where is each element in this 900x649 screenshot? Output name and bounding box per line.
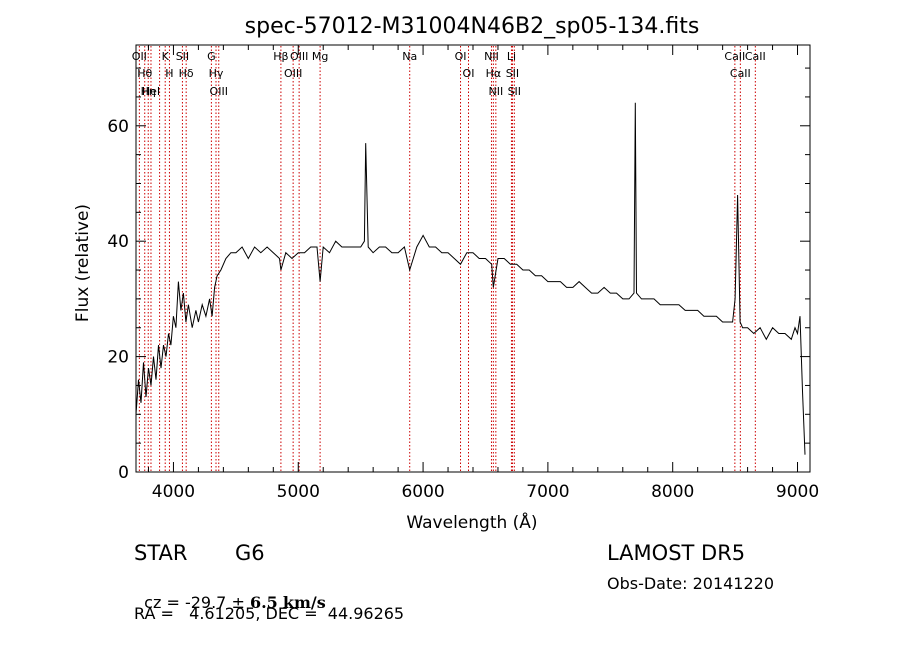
redshift-readout: cz = -29.7 ± 6.5 km/s (134, 574, 326, 612)
line-label: OIII (290, 50, 308, 63)
line-label: Na (402, 50, 417, 63)
spectrum-chart: spec-57012-M31004N46B2_sp05-134.fits OII… (73, 14, 819, 533)
y-tick-label: 60 (107, 117, 129, 137)
line-label: OI (463, 67, 475, 80)
line-label: NII (488, 85, 503, 98)
survey-name: LAMOST DR5 (607, 541, 746, 565)
obs-date: Obs-Date: 20141220 (607, 574, 775, 593)
cz-prefix: cz = (144, 593, 185, 612)
line-label: K (162, 50, 170, 63)
x-tick-label: 6000 (401, 482, 444, 502)
spectrum-series (135, 102, 806, 455)
line-label: Hγ (209, 67, 224, 80)
y-axis: 0 20 40 60 (107, 67, 810, 483)
line-label: SII (506, 67, 519, 80)
line-label: Li (507, 50, 516, 63)
x-tick-label: 7000 (526, 482, 569, 502)
line-label: CaII (730, 67, 751, 80)
line-label: Hβ (273, 50, 288, 63)
x-axis: 4000 5000 6000 7000 8000 9000 (147, 45, 819, 502)
spectral-line-markers (138, 46, 756, 471)
line-label: OIII (210, 85, 228, 98)
line-label: Hδ (179, 67, 194, 80)
chart-title: spec-57012-M31004N46B2_sp05-134.fits (245, 14, 700, 39)
y-tick-label: 0 (118, 463, 129, 483)
y-tick-label: 20 (107, 348, 129, 368)
cz-value: -29.7 (184, 593, 227, 612)
line-label: Mg (312, 50, 328, 63)
object-class: STAR (134, 541, 188, 565)
cz-pm: ± (231, 593, 245, 612)
coordinates: RA = 4.61205, DEC = 44.96265 (134, 604, 405, 623)
line-label: H (165, 67, 173, 80)
x-axis-label: Wavelength (Å) (406, 511, 537, 533)
line-label: CaII (724, 50, 745, 63)
plot-frame (135, 44, 811, 473)
line-label: CaII (745, 50, 766, 63)
x-tick-label: 5000 (277, 482, 320, 502)
line-label: Hα (486, 67, 502, 80)
x-tick-label: 8000 (651, 482, 694, 502)
cz-error: 6.5 (249, 593, 278, 612)
line-label: OIII (284, 67, 302, 80)
line-label: HeI (142, 85, 160, 98)
x-tick-label: 4000 (152, 482, 195, 502)
line-label: OI (455, 50, 467, 63)
line-label: Hθ (137, 67, 152, 80)
line-label: Hη (141, 85, 156, 98)
cz-unit: km/s (282, 593, 326, 612)
object-subclass: G6 (235, 541, 265, 565)
x-tick-label: 9000 (776, 482, 819, 502)
line-label: G (207, 50, 216, 63)
line-label: SII (176, 50, 189, 63)
line-label: SII (508, 85, 521, 98)
y-tick-label: 40 (107, 232, 129, 252)
line-label: OII (132, 50, 147, 63)
y-axis-label: Flux (relative) (73, 204, 93, 322)
line-label: NII (484, 50, 499, 63)
